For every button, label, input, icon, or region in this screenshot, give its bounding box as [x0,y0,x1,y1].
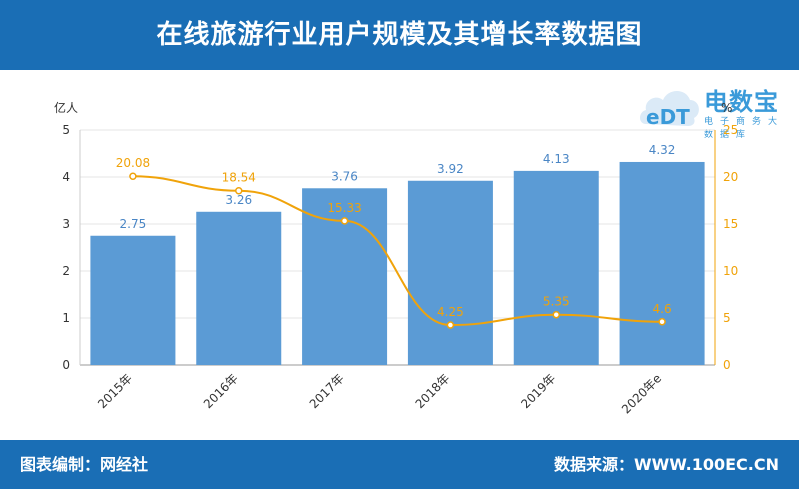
y-right-tick-label: 5 [723,311,731,325]
y-left-tick-label: 3 [62,217,70,231]
y-right-tick-label: 20 [723,170,738,184]
y-right-tick-label: 15 [723,217,738,231]
x-tick-label: 2015年 [95,371,135,411]
bar [196,211,282,365]
line-value-label: 5.35 [543,295,570,309]
x-tick-label: 2017年 [307,371,347,411]
y-right-axis-label: % [721,101,732,115]
line-point [129,172,137,180]
line-value-label: 15.33 [327,201,361,215]
line-point [340,217,349,225]
chart: 0 1 2 3 4 5 0 5 10 15 20 25 亿人 % 2.75 3.26 3.76 3.92 4.13 4… [54,100,738,416]
x-tick-label: 2016年 [201,371,241,411]
y-left-tick-label: 0 [62,358,70,372]
y-left-tick-label: 4 [62,170,70,184]
line-value-label: 4.25 [437,305,464,319]
header-bar: 在线旅游行业用户规模及其增长率数据图 [0,0,799,70]
line-value-label: 20.08 [116,156,150,170]
x-tick-label: 2020年e [619,371,664,416]
logo-subtitle: 电子商务大数据库 [704,117,785,140]
logo-mark-text: eDT [646,105,690,129]
footer-bar: 图表编制：网经社 数据来源：WWW.100EC.CN [0,440,799,489]
line-point [658,318,666,326]
x-tick-label: 2018年 [413,371,453,411]
logo-brand: 电数宝 [704,88,779,116]
bar-value-label: 4.32 [649,143,676,157]
bar [407,180,493,365]
line-value-label: 4.6 [653,302,672,316]
line-point [446,321,455,329]
brand-logo: eDT 电数宝 电子商务大数据库 [632,78,792,140]
growth-rate-line [132,175,663,327]
line-value-label: 18.54 [222,171,256,185]
bar-value-label: 3.76 [331,169,358,183]
bar-value-label: 3.26 [225,193,252,207]
bar [619,161,705,365]
y-left-tick-label: 2 [62,264,70,278]
y-left-axis-label: 亿人 [54,100,78,115]
line-point [235,186,243,195]
line-point [552,310,560,319]
y-right-tick-label: 0 [723,358,731,372]
page-title: 在线旅游行业用户规模及其增长率数据图 [156,20,643,50]
bar-value-label: 3.92 [437,162,464,176]
bar [513,170,599,365]
y-left-tick-label: 1 [62,311,70,325]
bar-value-label: 4.13 [543,152,570,166]
bar-value-label: 2.75 [120,217,147,231]
footer-credit: 图表编制：网经社 [20,455,149,474]
cloud-logo-icon: eDT [640,91,699,129]
bar [90,235,176,365]
x-tick-label: 2019年 [518,371,558,411]
y-right-tick-label: 10 [723,264,738,278]
y-right-tick-label: 25 [723,123,738,137]
y-left-tick-label: 5 [62,123,70,137]
footer-source: 数据来源：WWW.100EC.CN [553,455,779,474]
